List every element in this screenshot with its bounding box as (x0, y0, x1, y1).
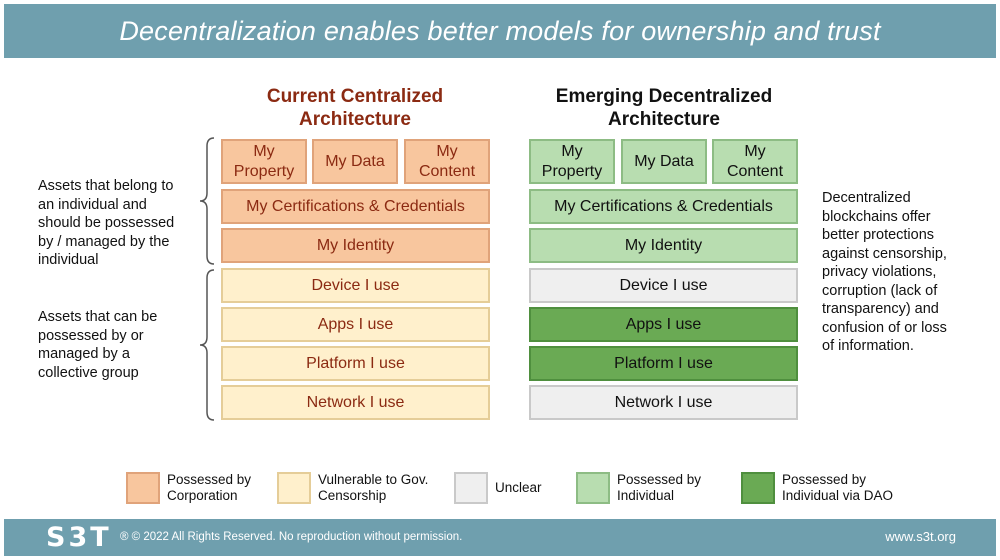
individual-assets-note: Assets that belong to an individual and … (38, 177, 174, 270)
benefits-note-line: transparency) and (822, 301, 939, 317)
right-platform-box: Platform I use (529, 346, 798, 381)
collective-note-line: collective group (38, 364, 139, 381)
individual-note-line: an individual and (38, 196, 147, 213)
right-my-property-line2: Property (541, 162, 603, 180)
legend-swatch-individual (576, 472, 610, 504)
centralized-title-line2: Architecture (299, 109, 411, 130)
left-my-data-box: My Data (312, 139, 398, 184)
legend-label-line: Unclear (495, 480, 542, 495)
right-device-box: Device I use (529, 268, 798, 303)
legend-label-line: Corporation (167, 488, 238, 503)
legend-label-line: Possessed by (782, 472, 867, 487)
legend-label-dao: Possessed by Individual via DAO (782, 472, 893, 504)
website-url[interactable]: www.s3t.org (885, 529, 956, 544)
s3t-logo: S3T (46, 522, 112, 553)
right-my-data-box: My Data (621, 139, 707, 184)
right-my-content-line1: My (744, 142, 766, 160)
legend-label-unclear: Unclear (495, 480, 542, 496)
collective-note-line: Assets that can be (38, 309, 158, 325)
collective-assets-note: Assets that can be possessed by or manag… (38, 308, 157, 382)
left-certifications-label: My Certifications & Credentials (246, 197, 465, 215)
individual-note-line: by / managed by the (38, 233, 170, 250)
left-my-property-box: My Property (221, 139, 307, 184)
left-identity-label: My Identity (316, 236, 395, 254)
left-my-content-box: My Content (404, 139, 490, 184)
left-identity-box: My Identity (221, 228, 490, 263)
slide-title: Decentralization enables better models f… (119, 15, 881, 46)
benefits-note-line: Decentralized (822, 190, 911, 206)
right-certifications-box: My Certifications & Credentials (529, 189, 798, 224)
right-platform-label: Platform I use (614, 354, 713, 372)
legend-label-line: Possessed by (617, 472, 702, 487)
individual-note-line: should be possessed (38, 215, 175, 231)
individual-assets-brace (199, 137, 215, 265)
collective-note-line: managed by a (38, 346, 130, 362)
left-my-property-line2: Property (233, 162, 295, 180)
benefits-note-line: privacy violations, (822, 264, 937, 280)
legend-label-line: Possessed by (167, 472, 252, 487)
individual-note-line: Assets that belong to (38, 178, 174, 194)
legend-label-censorship: Vulnerable to Gov. Censorship (318, 472, 428, 504)
right-my-data-label: My Data (634, 152, 694, 170)
left-device-box: Device I use (221, 268, 490, 303)
decentralized-benefits-note: Decentralized blockchains offer better p… (822, 189, 947, 356)
legend-swatch-corporation (126, 472, 160, 504)
left-apps-box: Apps I use (221, 307, 490, 342)
right-my-content-line2: Content (726, 162, 784, 180)
left-my-content-line1: My (436, 142, 458, 160)
collective-note-line: possessed by or (38, 327, 144, 344)
copyright-notice: ® © 2022 All Rights Reserved. No reprodu… (120, 531, 463, 543)
right-network-box: Network I use (529, 385, 798, 420)
right-my-content-box: My Content (712, 139, 798, 184)
header-banner: Decentralization enables better models f… (4, 4, 996, 58)
left-network-box: Network I use (221, 385, 490, 420)
left-my-data-label: My Data (325, 152, 385, 170)
right-apps-box: Apps I use (529, 307, 798, 342)
legend-label-line: Individual via DAO (782, 488, 894, 503)
left-my-property-line1: My (253, 142, 275, 160)
benefits-note-line: better protections (822, 227, 935, 243)
left-apps-label: Apps I use (317, 315, 394, 333)
right-identity-box: My Identity (529, 228, 798, 263)
left-platform-label: Platform I use (306, 354, 405, 372)
right-my-property-line1: My (561, 142, 583, 160)
benefits-note-line: of information. (822, 338, 914, 354)
decentralized-title-line2: Architecture (608, 109, 720, 130)
left-device-label: Device I use (311, 276, 400, 294)
right-apps-label: Apps I use (625, 315, 702, 333)
legend-label-corporation: Possessed by Corporation (167, 472, 251, 504)
legend-swatch-censorship (277, 472, 311, 504)
legend-label-line: Individual (617, 488, 675, 503)
left-certifications-box: My Certifications & Credentials (221, 189, 490, 224)
legend-swatch-unclear (454, 472, 488, 504)
individual-note-line: individual (38, 252, 99, 268)
centralized-title-line1: Current Centralized (266, 86, 444, 107)
right-certifications-label: My Certifications & Credentials (554, 197, 773, 215)
benefits-note-line: confusion of or loss (822, 319, 947, 336)
decentralized-column-title: Emerging Decentralized Architecture (514, 85, 814, 131)
benefits-note-line: blockchains offer (822, 208, 931, 225)
right-network-label: Network I use (614, 393, 713, 411)
legend-label-individual: Possessed by Individual (617, 472, 701, 504)
right-device-label: Device I use (619, 276, 708, 294)
left-network-label: Network I use (306, 393, 405, 411)
benefits-note-line: against censorship, (822, 245, 947, 262)
left-platform-box: Platform I use (221, 346, 490, 381)
legend-label-line: Censorship (318, 488, 387, 503)
left-my-content-line2: Content (418, 162, 476, 180)
right-identity-label: My Identity (624, 236, 703, 254)
decentralized-title-line1: Emerging Decentralized (555, 86, 773, 107)
right-my-property-box: My Property (529, 139, 615, 184)
centralized-column-title: Current Centralized Architecture (205, 85, 505, 131)
collective-assets-brace (199, 269, 215, 421)
legend-swatch-dao (741, 472, 775, 504)
footer-bar: S3T ® © 2022 All Rights Reserved. No rep… (4, 519, 996, 556)
benefits-note-line: corruption (lack of (822, 282, 938, 299)
legend-label-line: Vulnerable to Gov. (318, 472, 429, 487)
